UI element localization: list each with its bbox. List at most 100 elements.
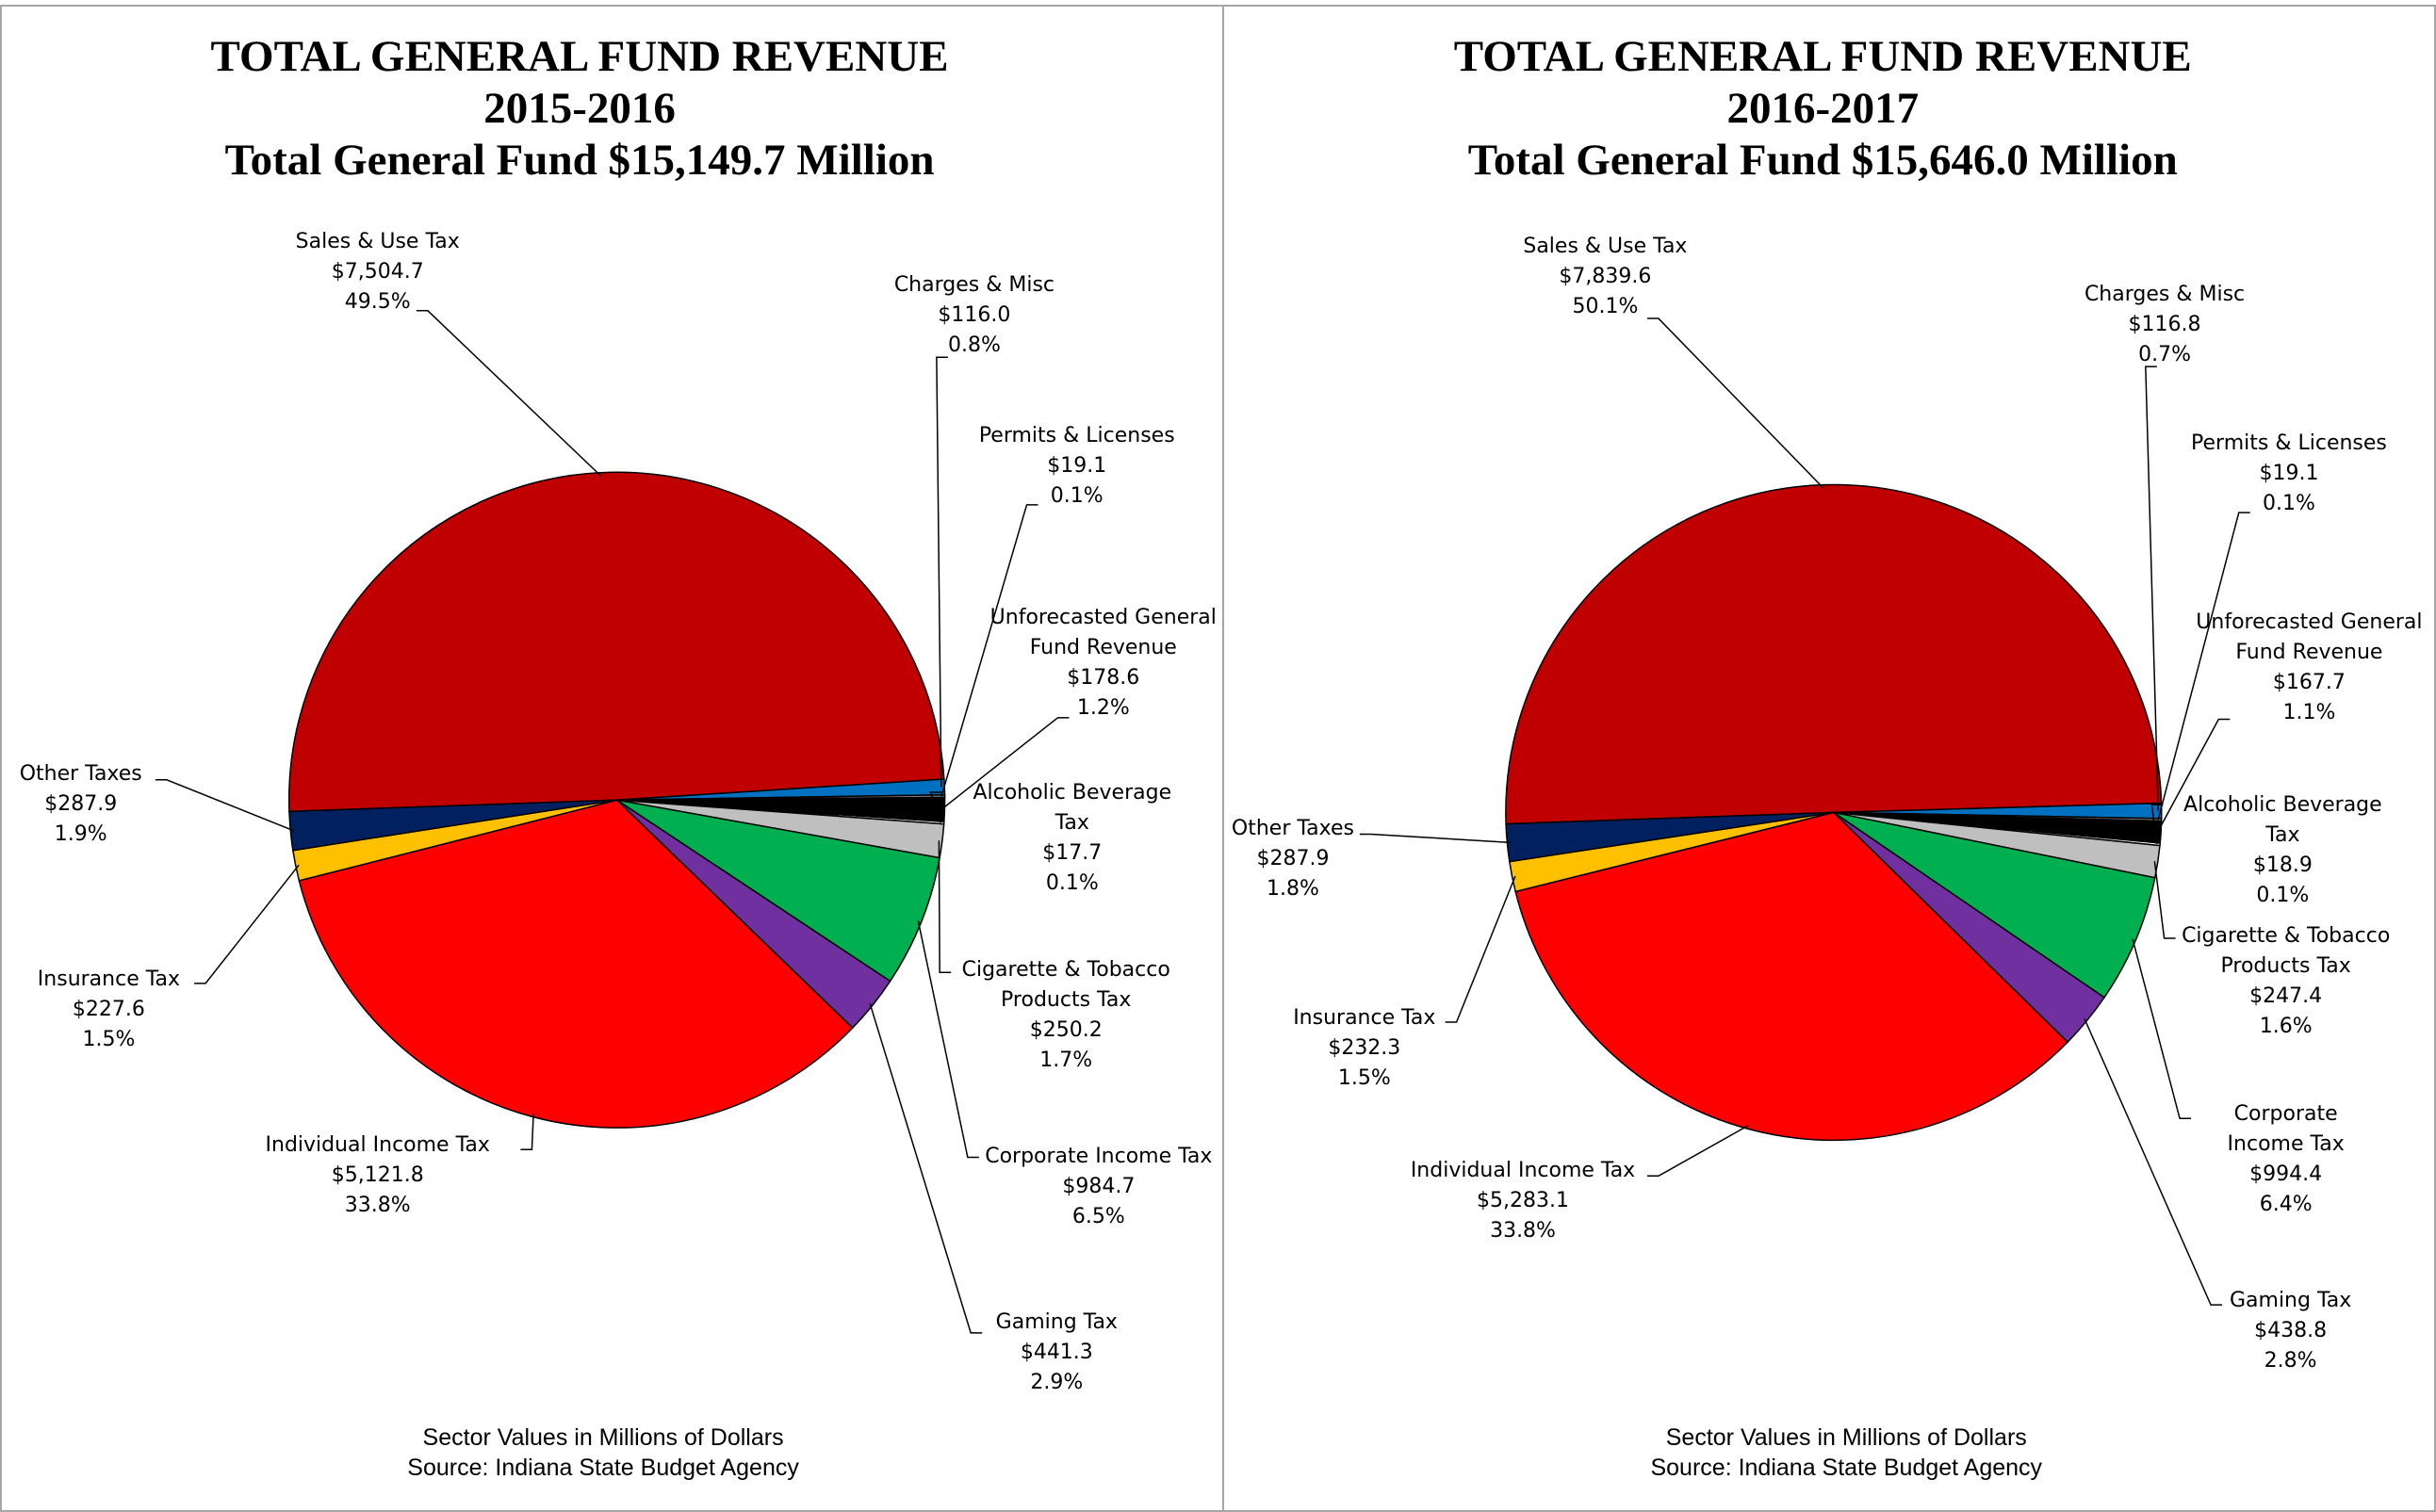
slice-label-value: $287.9 bbox=[1256, 847, 1330, 871]
leader-line bbox=[2145, 366, 2160, 811]
slice-label-name: Sales & Use Tax bbox=[1523, 234, 1688, 258]
slice-label-name: Unforecasted General Fund Revenue bbox=[2196, 610, 2423, 664]
slice-label-percent: 6.4% bbox=[2259, 1193, 2313, 1217]
leader-line bbox=[1445, 875, 1516, 1023]
slice-label-name: Insurance Tax bbox=[1293, 1006, 1436, 1031]
slice-label-percent: 1.8% bbox=[1267, 877, 1319, 902]
pie-slice bbox=[287, 471, 945, 813]
slice-label-name: Gaming Tax bbox=[995, 1310, 1118, 1335]
pie-slice bbox=[616, 799, 941, 983]
slice-label-value: $5,283.1 bbox=[1477, 1188, 1569, 1212]
leader-line bbox=[416, 310, 602, 477]
slice-label-name: Permits & Licenses bbox=[2191, 431, 2387, 456]
slice-label-value: $18.9 bbox=[2252, 854, 2313, 878]
leader-line bbox=[940, 717, 1070, 810]
slice-label-percent: 1.5% bbox=[1337, 1066, 1391, 1091]
leader-line bbox=[2157, 512, 2250, 821]
slice-label-percent: 0.1% bbox=[1045, 871, 1099, 896]
slice-label-value: $116.8 bbox=[2128, 312, 2201, 336]
pie-slice bbox=[1505, 484, 2163, 825]
slice-label-name: Alcoholic Beverage Tax bbox=[973, 781, 1172, 836]
slice-label-value: $227.6 bbox=[72, 998, 145, 1022]
chart-title: TOTAL GENERAL FUND REVENUE bbox=[210, 31, 949, 81]
slice-label-percent: 1.6% bbox=[2259, 1014, 2313, 1038]
leader-line bbox=[1646, 317, 1824, 489]
slice-label-value: $984.7 bbox=[1062, 1175, 1136, 1198]
leader-line bbox=[929, 791, 942, 823]
leader-line bbox=[520, 1114, 534, 1151]
leader-line bbox=[194, 864, 300, 984]
slice-label-value: $7,504.7 bbox=[331, 259, 424, 284]
slice-label-percent: 49.5% bbox=[344, 289, 411, 314]
slice-label-name: Gaming Tax bbox=[2229, 1289, 2352, 1313]
slice-label-percent: 1.9% bbox=[54, 822, 107, 847]
pie-slice bbox=[1514, 811, 2069, 1142]
footnote: Sector Values in Millions of Dollars bbox=[422, 1424, 784, 1452]
slice-label-name: Other Taxes bbox=[19, 762, 142, 787]
leader-line bbox=[1646, 1125, 1749, 1178]
leader-line bbox=[2150, 804, 2164, 845]
slice-label-percent: 1.1% bbox=[2282, 700, 2336, 724]
leader-line bbox=[2132, 938, 2192, 1120]
pie-slice bbox=[288, 799, 617, 852]
slice-label-name: Corporate Income Tax bbox=[985, 1145, 1213, 1168]
leader-line bbox=[2153, 861, 2176, 939]
source: Source: Indiana State Budget Agency bbox=[1650, 1455, 2043, 1482]
footnote: Sector Values in Millions of Dollars bbox=[1665, 1424, 2027, 1452]
slice-label-value: $167.7 bbox=[2272, 670, 2346, 694]
slice-label-value: $441.3 bbox=[1020, 1341, 1093, 1365]
slice-label-name: Charges & Misc bbox=[2084, 282, 2246, 306]
slice-label-percent: 6.5% bbox=[1071, 1205, 1125, 1228]
slice-label-value: $19.1 bbox=[1047, 453, 1107, 478]
slice-label-value: $5,121.8 bbox=[331, 1163, 424, 1188]
chart-total: Total General Fund $15,149.7 Million bbox=[224, 135, 935, 185]
slice-label-name: Corporate Income Tax bbox=[2227, 1102, 2345, 1157]
frame bbox=[0, 5, 2436, 1512]
slice-label-name: Individual Income Tax bbox=[265, 1133, 490, 1158]
slice-label-percent: 0.1% bbox=[2263, 492, 2315, 516]
slice-label-value: $232.3 bbox=[1328, 1036, 1401, 1061]
slice-label-percent: 1.5% bbox=[82, 1028, 136, 1052]
slice-label-name: Other Taxes bbox=[1231, 817, 1354, 841]
slice-label-value: $17.7 bbox=[1042, 841, 1103, 866]
leader-line bbox=[2156, 718, 2231, 833]
slice-label-percent: 0.8% bbox=[947, 333, 1001, 357]
slice-label-percent: 2.9% bbox=[1030, 1371, 1084, 1395]
slice-label-value: $178.6 bbox=[1067, 665, 1140, 690]
chart-subtitle: 2015-2016 bbox=[483, 83, 676, 133]
slice-label-value: $7,839.6 bbox=[1559, 264, 1652, 288]
slice-label-percent: 1.7% bbox=[1039, 1049, 1093, 1073]
slice-label-value: $250.2 bbox=[1029, 1018, 1103, 1043]
pie-slice bbox=[1833, 811, 2156, 999]
slice-label-name: Sales & Use Tax bbox=[295, 229, 460, 253]
slice-label-value: $19.1 bbox=[2259, 462, 2319, 486]
slice-label-percent: 33.8% bbox=[1490, 1218, 1556, 1243]
slice-label-percent: 1.2% bbox=[1076, 695, 1130, 720]
chart-total: Total General Fund $15,646.0 Million bbox=[1467, 135, 2178, 185]
slice-label-value: $438.8 bbox=[2254, 1319, 2328, 1343]
slice-label-name: Individual Income Tax bbox=[1410, 1158, 1636, 1182]
slice-label-value: $247.4 bbox=[2249, 984, 2323, 1008]
slice-label-name: Cigarette & Tobacco Products Tax bbox=[961, 958, 1170, 1013]
leader-line bbox=[917, 920, 979, 1159]
slice-label-value: $116.0 bbox=[938, 302, 1011, 327]
leader-line bbox=[1359, 833, 1511, 844]
slice-label-percent: 0.7% bbox=[2138, 342, 2191, 366]
slice-label-name: Unforecasted General Fund Revenue bbox=[989, 605, 1217, 659]
slice-label-percent: 0.1% bbox=[2256, 884, 2310, 908]
source: Source: Indiana State Budget Agency bbox=[407, 1455, 799, 1482]
slice-label-name: Alcoholic Beverage Tax bbox=[2183, 793, 2382, 848]
chart-title: TOTAL GENERAL FUND REVENUE bbox=[1453, 31, 2192, 81]
slice-label-name: Permits & Licenses bbox=[978, 423, 1175, 447]
leader-line bbox=[940, 504, 1038, 797]
leader-line bbox=[938, 840, 952, 974]
slice-label-name: Insurance Tax bbox=[37, 967, 181, 992]
slice-label-value: $994.4 bbox=[2249, 1162, 2323, 1187]
slice-label-name: Cigarette & Tobacco Products Tax bbox=[2182, 923, 2391, 978]
slice-label-value: $287.9 bbox=[44, 792, 118, 817]
slice-label-percent: 50.1% bbox=[1572, 294, 1639, 318]
slice-label-percent: 0.1% bbox=[1050, 483, 1104, 508]
chart-subtitle: 2016-2017 bbox=[1726, 83, 1920, 133]
